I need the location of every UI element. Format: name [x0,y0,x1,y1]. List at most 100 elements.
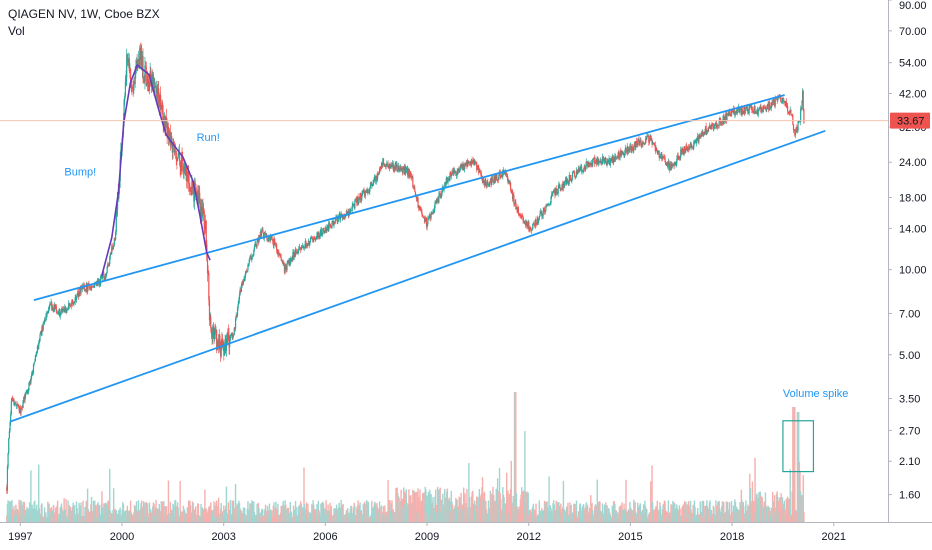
candle-body [359,193,361,200]
candle-body [393,166,395,171]
candle-body [540,211,542,214]
volume-bar [468,462,470,522]
candle-body [539,211,542,214]
candle-body [694,140,696,142]
candle-body [333,222,335,226]
candle-body [141,51,143,71]
candle-body [127,59,129,63]
candle-body [499,171,501,177]
candle-body [476,167,478,170]
candle-body [388,167,390,169]
candle-body [734,111,737,114]
candle-body [740,106,742,115]
candle-body [266,238,269,240]
candle-body [201,206,203,218]
candle-body [572,172,574,174]
candle-body [573,172,576,176]
volume-bar [560,503,562,522]
volume-bar [550,510,553,522]
candle-body [715,123,718,129]
candle-body [274,243,276,245]
candle-body [579,170,581,173]
candle-body [583,169,585,172]
candle-body [111,246,113,250]
trendline-lower[interactable] [9,129,826,423]
candle-body [402,168,404,173]
volume-indicator-label[interactable]: Vol [8,24,25,38]
candle-body [520,216,522,218]
candle-body [584,166,587,171]
candle-body [797,121,799,131]
drawings-layer[interactable]: Bump! Run! Volume spike [9,64,848,473]
candle-body [506,174,508,175]
candle-body [115,231,117,240]
candle-body [617,152,619,158]
candle-body [684,147,686,152]
candle-body [307,243,309,244]
candle-body [272,241,274,246]
candle-body [408,172,411,177]
candle-body [621,150,623,154]
trendline-upper[interactable] [33,94,785,302]
candle-body [455,175,458,176]
candle-body [12,397,14,400]
candle-body [165,117,168,121]
candle-body [517,207,519,212]
volume-bar [439,487,441,522]
candle-body [77,291,79,294]
volume-bar [419,489,421,522]
candle-body [124,95,126,101]
candle-body [639,140,641,146]
volume-bar [728,502,731,522]
candle-body [377,174,379,176]
candle-body [318,232,320,239]
candle-body [255,243,257,247]
candle-body [581,171,583,173]
volume-bar [23,501,26,522]
annotation-run[interactable]: Run! [197,132,220,144]
volume-spike-box[interactable] [782,420,815,473]
bump-run-curve[interactable] [100,64,211,277]
candle-body [613,157,615,162]
candle-body [431,212,433,215]
candle-body [759,106,761,109]
candle-body [320,229,322,233]
candle-body [64,306,66,313]
candle-body [422,215,424,217]
candle-body [78,293,80,297]
volume-bar [429,489,431,522]
volume-bar [802,475,804,522]
volume-bar [785,498,788,522]
candle-body [448,177,450,180]
annotation-volume-spike[interactable]: Volume spike [783,388,848,400]
candle-body [57,312,59,314]
candle-body [712,126,714,130]
candle-body [770,105,772,108]
volume-bar [354,505,356,522]
annotation-bump[interactable]: Bump! [64,167,96,179]
candle-body [67,307,69,309]
candle-body [417,197,419,208]
candle-body [315,236,317,239]
candle-body [453,171,456,174]
candle-body [663,156,666,158]
candle-body [36,346,39,353]
candle-body [421,211,423,216]
candle-body [40,331,42,335]
candle-body [494,175,496,182]
candle-body [610,158,612,162]
volume-bar [507,490,509,522]
candle-body [43,322,45,324]
candle-body [412,176,414,188]
symbol-title[interactable]: QIAGEN NV, 1W, Cboe BZX [8,7,160,21]
candle-body [728,111,730,116]
volume-bar [7,500,9,522]
candle-body [555,187,557,194]
candle-body [15,402,17,407]
candle-body [281,260,284,264]
candle-body [368,191,370,193]
candle-body [354,198,357,201]
candle-body [599,160,602,163]
